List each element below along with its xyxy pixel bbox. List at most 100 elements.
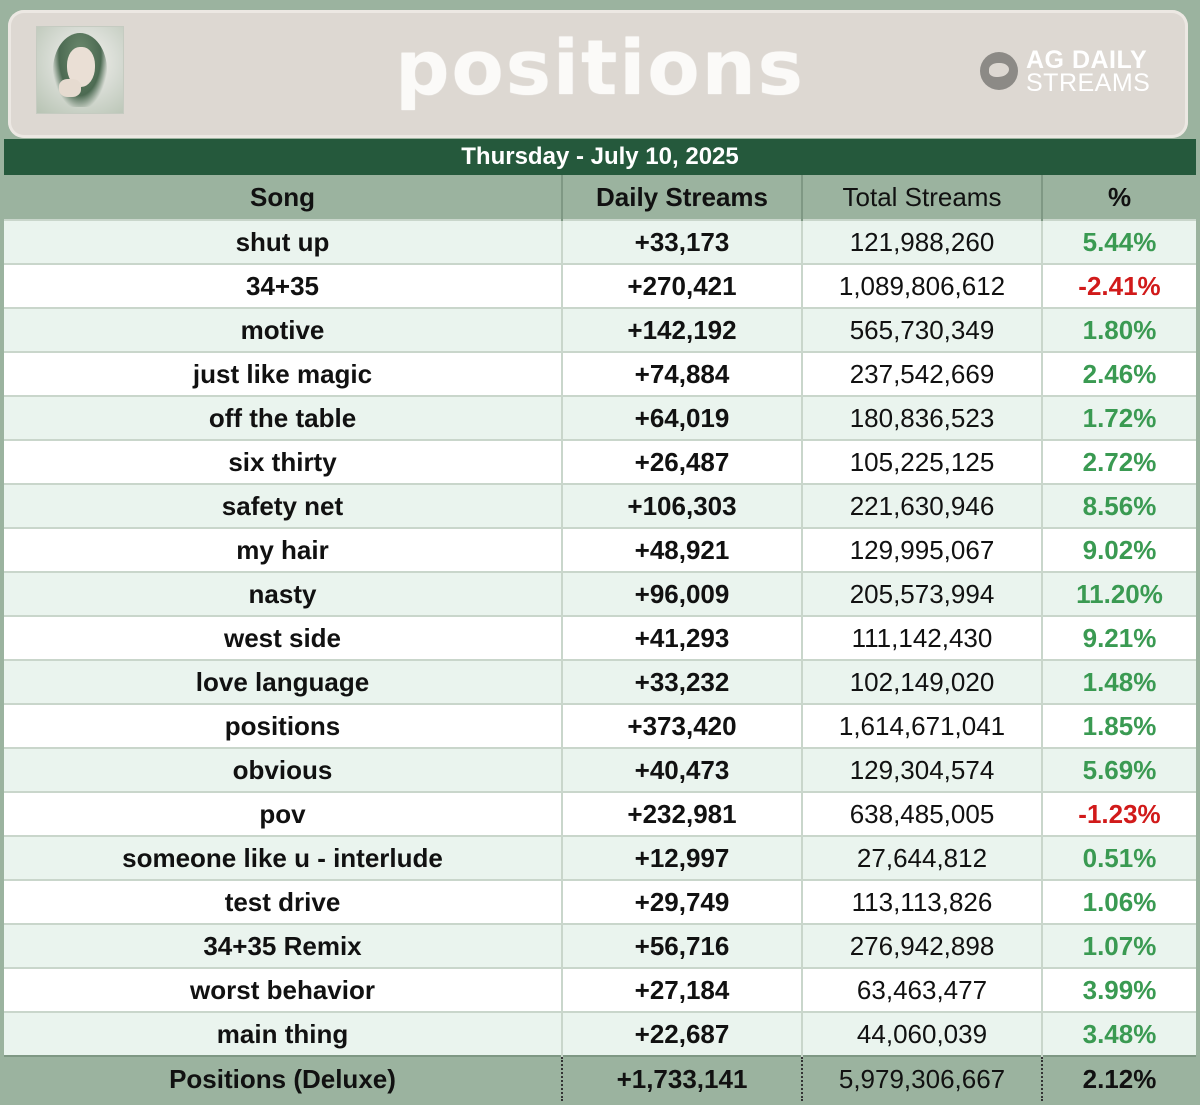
total-streams: 129,304,574 (801, 747, 1042, 792)
total-album-name: Positions (Deluxe) (4, 1055, 562, 1101)
album-total-row: Positions (Deluxe) +1,733,141 5,979,306,… (4, 1055, 1196, 1101)
total-total-streams: 5,979,306,667 (801, 1055, 1042, 1101)
total-streams: 105,225,125 (801, 439, 1042, 484)
daily-streams: +106,303 (561, 483, 802, 528)
pct-change: 5.44% (1041, 219, 1196, 264)
col-header-pct: % (1041, 175, 1196, 220)
total-streams: 121,988,260 (801, 219, 1042, 264)
table-row: obvious +40,473 129,304,574 5.69% (4, 747, 1196, 792)
table-row: safety net +106,303 221,630,946 8.56% (4, 483, 1196, 528)
song-name: nasty (4, 571, 562, 616)
table-row: 34+35 Remix +56,716 276,942,898 1.07% (4, 923, 1196, 968)
pct-change: 0.51% (1041, 835, 1196, 880)
total-streams: 111,142,430 (801, 615, 1042, 660)
daily-streams: +22,687 (561, 1011, 802, 1056)
table-row: love language +33,232 102,149,020 1.48% (4, 659, 1196, 704)
song-name: west side (4, 615, 562, 660)
daily-streams: +33,232 (561, 659, 802, 704)
song-name: 34+35 Remix (4, 923, 562, 968)
daily-streams: +64,019 (561, 395, 802, 440)
total-streams: 1,089,806,612 (801, 263, 1042, 308)
table-row: worst behavior +27,184 63,463,477 3.99% (4, 967, 1196, 1012)
song-name: shut up (4, 219, 562, 264)
table-row: shut up +33,173 121,988,260 5.44% (4, 219, 1196, 264)
total-streams: 276,942,898 (801, 923, 1042, 968)
song-name: just like magic (4, 351, 562, 396)
song-name: main thing (4, 1011, 562, 1056)
album-logo-title: positions (395, 23, 805, 112)
daily-streams: +40,473 (561, 747, 802, 792)
table-row: motive +142,192 565,730,349 1.80% (4, 307, 1196, 352)
album-cover-image (36, 26, 124, 114)
brand-logo: AG DAILY STREAMS (980, 44, 1160, 100)
pct-change: -1.23% (1041, 791, 1196, 836)
total-streams: 1,614,671,041 (801, 703, 1042, 748)
song-name: 34+35 (4, 263, 562, 308)
col-header-total: Total Streams (801, 175, 1042, 220)
pct-change: 1.48% (1041, 659, 1196, 704)
streams-table: Song Daily Streams Total Streams % shut … (4, 175, 1196, 1101)
total-streams: 565,730,349 (801, 307, 1042, 352)
table-row: just like magic +74,884 237,542,669 2.46% (4, 351, 1196, 396)
song-name: my hair (4, 527, 562, 572)
daily-streams: +33,173 (561, 219, 802, 264)
total-streams: 237,542,669 (801, 351, 1042, 396)
daily-streams: +27,184 (561, 967, 802, 1012)
pct-change: 1.80% (1041, 307, 1196, 352)
cover-hand (59, 79, 81, 97)
song-name: positions (4, 703, 562, 748)
pct-change: 1.72% (1041, 395, 1196, 440)
table-row: pov +232,981 638,485,005 -1.23% (4, 791, 1196, 836)
table-row: my hair +48,921 129,995,067 9.02% (4, 527, 1196, 572)
song-name: motive (4, 307, 562, 352)
song-name: six thirty (4, 439, 562, 484)
table-row: six thirty +26,487 105,225,125 2.72% (4, 439, 1196, 484)
table-row: 34+35 +270,421 1,089,806,612 -2.41% (4, 263, 1196, 308)
song-name: love language (4, 659, 562, 704)
pct-change: 1.06% (1041, 879, 1196, 924)
pct-change: 11.20% (1041, 571, 1196, 616)
pct-change: -2.41% (1041, 263, 1196, 308)
song-name: someone like u - interlude (4, 835, 562, 880)
twitter-bird-icon (980, 52, 1018, 90)
pct-change: 9.21% (1041, 615, 1196, 660)
table-row: test drive +29,749 113,113,826 1.06% (4, 879, 1196, 924)
table-row: positions +373,420 1,614,671,041 1.85% (4, 703, 1196, 748)
daily-streams: +56,716 (561, 923, 802, 968)
daily-streams: +270,421 (561, 263, 802, 308)
pct-change: 5.69% (1041, 747, 1196, 792)
pct-change: 1.07% (1041, 923, 1196, 968)
pct-change: 3.99% (1041, 967, 1196, 1012)
daily-streams: +232,981 (561, 791, 802, 836)
table-row: off the table +64,019 180,836,523 1.72% (4, 395, 1196, 440)
table-row: main thing +22,687 44,060,039 3.48% (4, 1011, 1196, 1056)
table-row: nasty +96,009 205,573,994 11.20% (4, 571, 1196, 616)
total-streams: 180,836,523 (801, 395, 1042, 440)
song-name: off the table (4, 395, 562, 440)
daily-streams: +26,487 (561, 439, 802, 484)
total-streams: 205,573,994 (801, 571, 1042, 616)
pct-change: 2.72% (1041, 439, 1196, 484)
total-streams: 102,149,020 (801, 659, 1042, 704)
total-streams: 63,463,477 (801, 967, 1042, 1012)
col-header-song: Song (4, 175, 562, 220)
daily-streams: +29,749 (561, 879, 802, 924)
daily-streams: +12,997 (561, 835, 802, 880)
pct-change: 1.85% (1041, 703, 1196, 748)
pct-change: 3.48% (1041, 1011, 1196, 1056)
daily-streams: +41,293 (561, 615, 802, 660)
col-header-daily: Daily Streams (561, 175, 802, 220)
daily-streams: +96,009 (561, 571, 802, 616)
total-streams: 27,644,812 (801, 835, 1042, 880)
total-daily-streams: +1,733,141 (561, 1055, 802, 1101)
song-name: test drive (4, 879, 562, 924)
pct-change: 9.02% (1041, 527, 1196, 572)
song-name: obvious (4, 747, 562, 792)
daily-streams: +142,192 (561, 307, 802, 352)
song-name: pov (4, 791, 562, 836)
song-name: safety net (4, 483, 562, 528)
total-pct-change: 2.12% (1041, 1055, 1196, 1101)
pct-change: 8.56% (1041, 483, 1196, 528)
total-streams: 44,060,039 (801, 1011, 1042, 1056)
total-streams: 113,113,826 (801, 879, 1042, 924)
